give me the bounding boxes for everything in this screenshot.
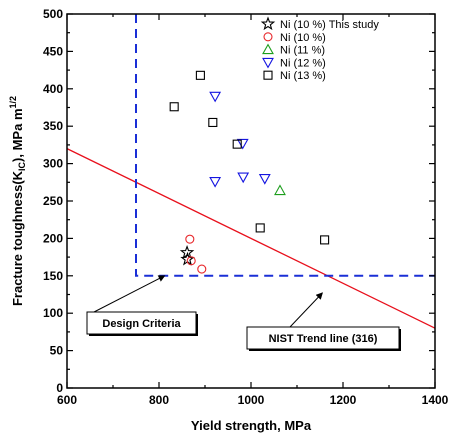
- x-tick-label: 800: [149, 393, 169, 407]
- y-tick-label: 450: [43, 44, 63, 58]
- reference-lines: [66, 14, 436, 329]
- legend-entry-label: Ni (11 %): [280, 45, 325, 57]
- y-axis-title-unit: ), MPa m: [10, 108, 25, 161]
- callout-label: NIST Trend line (316): [269, 333, 378, 345]
- data-point-square: [320, 235, 330, 245]
- callout-arrow: [93, 275, 166, 313]
- y-tick-label: 400: [43, 82, 63, 96]
- legend-marker-triangle-up: [262, 43, 274, 55]
- y-axis-title-superscript: 1/2: [8, 96, 18, 109]
- data-point-square: [232, 139, 242, 149]
- callout-box: [86, 311, 197, 335]
- y-tick-label: 300: [43, 157, 63, 171]
- y-tick-label: 0: [56, 381, 63, 395]
- data-point-triangle-down: [258, 174, 271, 185]
- data-point-square: [195, 70, 205, 80]
- data-point-triangle-up: [274, 184, 286, 196]
- y-axis-title: Fracture toughness(KIC), MPa m1/2: [8, 96, 27, 306]
- y-tick-label: 200: [43, 231, 63, 245]
- legend-marker-square: [263, 70, 273, 80]
- y-tick-label: 50: [50, 344, 64, 358]
- x-tick-label: 1000: [238, 393, 265, 407]
- annotations: Design Criteria NIST Trend line (316): [86, 275, 401, 351]
- legend-marker-triangle-down: [262, 57, 274, 69]
- legend-entry-label: Ni (10 %): [280, 32, 326, 44]
- nist-trend-line: [66, 148, 436, 329]
- axis-tick-labels: 600 800 1000 1200 1400 0 50 100 150 200 250 300 350 4…: [43, 7, 449, 407]
- y-axis-title-subscript: IC: [17, 161, 27, 171]
- data-point-circle: [185, 234, 195, 244]
- y-tick-label: 150: [43, 269, 63, 283]
- data-point-triangle-down: [209, 91, 222, 103]
- data-point-circle: [197, 264, 207, 274]
- y-axis-title-main: Fracture toughness(K: [10, 170, 25, 306]
- callout-arrow: [289, 292, 323, 328]
- legend-entry-label: Ni (12 %): [280, 57, 326, 69]
- data-point-triangle-down: [236, 138, 249, 150]
- legend-marker-star: [260, 16, 276, 31]
- callout-label: Design Criteria: [102, 318, 181, 330]
- x-tick-label: 1400: [422, 393, 449, 407]
- y-tick-label: 100: [43, 306, 63, 320]
- data-point-triangle-down: [237, 172, 250, 184]
- data-point-square: [255, 223, 265, 233]
- plot-frame: [66, 13, 436, 389]
- legend-entry-label: Ni (13 %): [280, 70, 326, 82]
- x-tick-label: 1200: [330, 393, 357, 407]
- legend-marker-circle: [263, 32, 273, 42]
- design-criteria-line: [135, 14, 435, 277]
- data-point-square: [208, 117, 218, 128]
- legend-entry-label: Ni (10 %) This study: [280, 19, 379, 31]
- data-point-triangle-down: [209, 177, 222, 188]
- y-tick-label: 250: [43, 194, 63, 208]
- data-point-square: [169, 102, 179, 112]
- data-point-circle: [186, 256, 196, 266]
- x-tick-label: 600: [57, 393, 77, 407]
- data-points: [169, 70, 330, 274]
- x-axis-title: Yield strength, MPa: [191, 418, 312, 433]
- callout-box: [246, 326, 400, 350]
- y-tick-label: 500: [43, 7, 63, 21]
- y-tick-label: 350: [43, 119, 63, 133]
